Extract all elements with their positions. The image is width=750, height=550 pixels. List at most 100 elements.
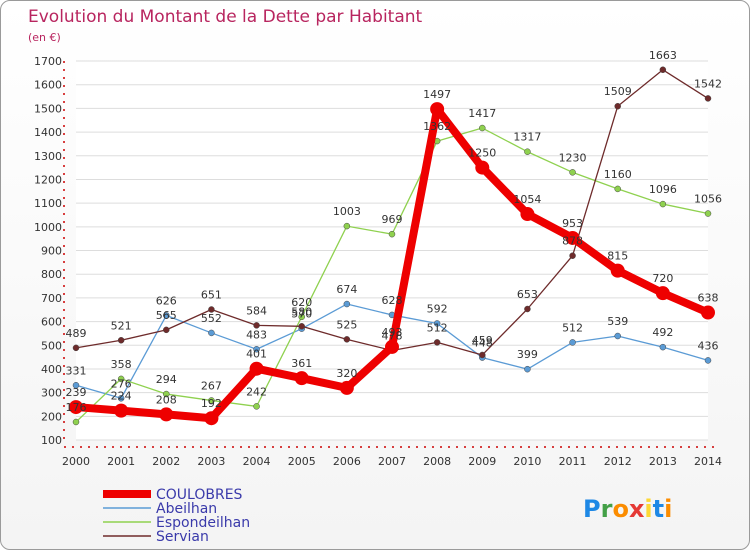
- y-tick-label: 1500: [34, 102, 62, 115]
- data-point-abeilhan: [117, 395, 125, 402]
- x-tick-label: 2012: [604, 455, 632, 468]
- x-tick-label: 2002: [152, 455, 180, 468]
- x-tick-label: 2004: [243, 455, 271, 468]
- data-point-servian: [524, 305, 531, 313]
- y-tick-label: 900: [41, 245, 62, 258]
- data-point-abeilhan: [433, 320, 441, 327]
- y-tick-label: 100: [41, 434, 62, 447]
- data-label-servian: 1509: [604, 85, 632, 98]
- data-point-coulobres: [701, 305, 715, 320]
- y-tick-label: 200: [41, 410, 62, 423]
- data-label-abeilhan: 331: [66, 364, 87, 377]
- x-tick-label: 2013: [649, 455, 677, 468]
- data-label-coulobres: 1250: [468, 147, 496, 160]
- data-point-espondeilhan: [343, 222, 351, 230]
- data-label-coulobres: 401: [246, 348, 267, 361]
- data-point-coulobres: [114, 403, 129, 418]
- data-label-servian: 565: [156, 309, 177, 322]
- data-point-abeilhan: [163, 312, 170, 319]
- y-tick-label: 700: [41, 292, 62, 305]
- data-point-servian: [117, 337, 125, 344]
- grid: [76, 60, 708, 441]
- data-label-espondeilhan: 267: [201, 379, 222, 392]
- data-point-abeilhan: [704, 357, 712, 364]
- data-point-servian: [659, 66, 667, 74]
- data-label-espondeilhan: 294: [156, 373, 177, 386]
- data-point-abeilhan: [343, 300, 351, 308]
- data-label-coulobres: 320: [336, 367, 357, 380]
- data-label-coulobres: 208: [156, 393, 177, 406]
- data-label-espondeilhan: 1362: [423, 120, 451, 133]
- data-point-espondeilhan: [298, 313, 305, 321]
- data-point-abeilhan: [208, 329, 215, 337]
- data-label-espondeilhan: 1317: [513, 131, 541, 144]
- logo-letter: x: [629, 495, 645, 523]
- data-label-servian: 478: [382, 329, 403, 342]
- data-point-espondeilhan: [479, 124, 486, 132]
- data-label-coulobres: 1497: [423, 88, 451, 101]
- data-point-abeilhan: [524, 365, 531, 373]
- data-point-coulobres: [204, 411, 219, 426]
- data-point-abeilhan: [253, 346, 260, 353]
- x-tick-label: 2006: [333, 455, 361, 468]
- data-label-espondeilhan: 1160: [604, 168, 632, 181]
- legend-label: COULOBRES: [156, 487, 243, 503]
- x-tick-label: 2007: [378, 455, 406, 468]
- data-label-coulobres: 1054: [513, 193, 541, 206]
- data-label-abeilhan: 539: [607, 315, 628, 328]
- data-label-espondeilhan: 1056: [694, 193, 722, 206]
- data-point-servian: [253, 322, 260, 329]
- logo-letter: i: [664, 495, 672, 523]
- y-tick-label: 800: [41, 268, 62, 281]
- data-label-espondeilhan: 1417: [468, 107, 496, 120]
- data-label-abeilhan: 628: [382, 294, 403, 307]
- y-tick-label: 1400: [34, 126, 62, 139]
- data-point-coulobres: [475, 160, 490, 175]
- data-point-coulobres: [565, 230, 580, 245]
- logo-letter: o: [612, 495, 629, 523]
- data-point-coulobres: [69, 400, 83, 415]
- x-tick-label: 2003: [197, 455, 225, 468]
- data-point-servian: [208, 306, 215, 313]
- data-point-espondeilhan: [163, 390, 170, 398]
- data-label-servian: 1663: [649, 49, 677, 62]
- legend-label: Abeilhan: [156, 501, 217, 517]
- x-tick-label: 2014: [694, 455, 722, 468]
- data-label-servian: 521: [111, 319, 132, 332]
- y-tick-label: 400: [41, 363, 62, 376]
- proxiti-logo: Proxiti: [583, 495, 672, 523]
- data-label-abeilhan: 276: [111, 377, 132, 390]
- chart-title: Evolution du Montant de la Dette par Hab…: [28, 7, 423, 27]
- y-tick-label: 600: [41, 316, 62, 329]
- x-tick-label: 2008: [423, 455, 451, 468]
- data-point-abeilhan: [72, 382, 80, 389]
- legend-label: Espondeilhan: [156, 515, 250, 531]
- data-label-abeilhan: 570: [291, 308, 312, 321]
- data-point-coulobres: [430, 102, 445, 117]
- data-point-espondeilhan: [524, 148, 531, 155]
- data-point-espondeilhan: [253, 403, 260, 410]
- legend-label: Servian: [156, 529, 209, 545]
- data-point-servian: [569, 252, 576, 259]
- data-point-espondeilhan: [569, 169, 576, 176]
- data-label-coulobres: 192: [201, 397, 222, 410]
- data-point-abeilhan: [569, 339, 576, 346]
- data-label-abeilhan: 674: [336, 283, 357, 296]
- data-label-espondeilhan: 1003: [333, 205, 361, 218]
- data-label-abeilhan: 626: [156, 294, 177, 307]
- data-label-servian: 512: [427, 321, 448, 334]
- data-label-coulobres: 720: [652, 272, 673, 285]
- y-tick-label: 1000: [34, 221, 62, 234]
- data-point-espondeilhan: [72, 418, 80, 426]
- data-label-coulobres: 953: [562, 217, 583, 230]
- logo-text: Proxiti: [583, 495, 672, 523]
- data-label-coulobres: 361: [291, 357, 312, 370]
- data-point-espondeilhan: [614, 185, 621, 193]
- data-point-espondeilhan: [388, 230, 396, 238]
- data-label-espondeilhan: 620: [291, 296, 312, 309]
- data-point-espondeilhan: [704, 210, 712, 217]
- y-tick-label: 1300: [34, 150, 62, 163]
- data-point-espondeilhan: [208, 397, 215, 404]
- y-tick-label: 1100: [34, 197, 62, 210]
